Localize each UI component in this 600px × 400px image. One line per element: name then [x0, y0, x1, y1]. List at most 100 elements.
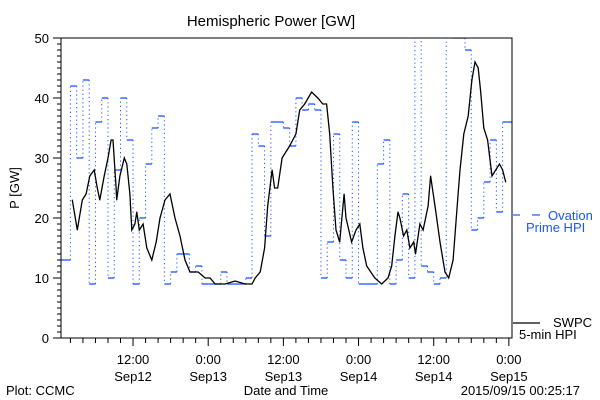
swpc-point [444, 271, 446, 273]
swpc-point [483, 127, 485, 129]
swpc-point [304, 103, 306, 105]
swpc-point [96, 187, 98, 189]
swpc-point [85, 193, 87, 195]
swpc-point [99, 199, 101, 201]
swpc-point [391, 265, 393, 267]
swpc-point [457, 193, 459, 195]
swpc-point [189, 271, 191, 273]
swpc-point [142, 223, 144, 225]
swpc-point [71, 199, 73, 201]
swpc-point [339, 241, 341, 243]
swpc-point [448, 277, 450, 279]
swpc-point [254, 277, 256, 279]
swpc-point [299, 109, 301, 111]
x-tick-date-label: Sep12 [114, 369, 152, 384]
swpc-point [131, 229, 133, 231]
swpc-point [89, 175, 91, 177]
swpc-point [394, 235, 396, 237]
plot-timestamp: 2015/09/15 00:25:17 [461, 383, 580, 398]
swpc-point [474, 61, 476, 63]
swpc-point [399, 217, 401, 219]
swpc-point [351, 241, 353, 243]
swpc-point [129, 193, 131, 195]
x-tick-time-label: 0:00 [346, 352, 371, 367]
x-tick-time-label: 12:00 [117, 352, 150, 367]
x-tick-time-label: 0:00 [496, 352, 521, 367]
y-tick-label: 50 [35, 31, 49, 46]
y-tick-label: 0 [42, 331, 49, 346]
swpc-point [169, 193, 171, 195]
swpc-point [374, 277, 376, 279]
swpc-point [204, 277, 206, 279]
swpc-point [119, 175, 121, 177]
y-tick-label: 40 [35, 91, 49, 106]
swpc-point [471, 79, 473, 81]
swpc-point [413, 241, 415, 243]
swpc-point [427, 205, 429, 207]
swpc-point [274, 187, 276, 189]
swpc-point [214, 283, 216, 285]
plot-marks [61, 38, 512, 285]
swpc-point [155, 241, 157, 243]
x-tick-time-label: 12:00 [417, 352, 450, 367]
swpc-point [107, 157, 109, 159]
swpc-point [366, 265, 368, 267]
y-axis-label: P [GW] [7, 167, 22, 209]
swpc-point [224, 283, 226, 285]
swpc-point [463, 133, 465, 135]
x-tick-date-label: Sep15 [490, 369, 528, 384]
swpc-point [234, 280, 236, 282]
swpc-point [355, 229, 357, 231]
swpc-point [409, 247, 411, 249]
swpc-point [430, 175, 432, 177]
swpc-point [259, 271, 261, 273]
swpc-point [126, 163, 128, 165]
swpc-point [495, 169, 497, 171]
swpc-line [71, 60, 507, 285]
swpc-point [311, 91, 313, 93]
swpc-point [381, 283, 383, 285]
swpc-point [110, 139, 112, 141]
y-tick-label: 10 [35, 271, 49, 286]
swpc-point [329, 133, 331, 135]
swpc-point [335, 229, 337, 231]
swpc-point [434, 205, 436, 207]
swpc-point [264, 247, 266, 249]
x-tick-date-label: Sep14 [340, 369, 378, 384]
swpc-point [439, 241, 441, 243]
swpc-point [502, 169, 504, 171]
swpc-point [498, 163, 500, 165]
swpc-point [343, 193, 345, 195]
x-tick-date-label: Sep14 [415, 369, 453, 384]
swpc-point [136, 211, 138, 213]
swpc-point [267, 205, 269, 207]
swpc-point [123, 157, 125, 159]
plot-frame [60, 37, 513, 339]
swpc-point [134, 223, 136, 225]
swpc-point [317, 97, 319, 99]
swpc-point [415, 253, 417, 255]
swpc-point [146, 247, 148, 249]
swpc-point [112, 139, 114, 141]
swpc-point [271, 169, 273, 171]
swpc-point [362, 247, 364, 249]
swpc-point [403, 235, 405, 237]
legend-swpc: SWPC 5-min HPI [513, 315, 592, 342]
x-tick-date-label: Sep13 [189, 369, 227, 384]
swpc-point [491, 175, 493, 177]
y-tick-label: 30 [35, 151, 49, 166]
swpc-point [174, 217, 176, 219]
swpc-point [422, 229, 424, 231]
swpc-point [179, 235, 181, 237]
legend-ovation-label-1: Ovation [548, 208, 593, 223]
legend-ovation: Ovation Prime HPI [513, 208, 593, 235]
x-tick-time-label: 0:00 [196, 352, 221, 367]
swpc-point [505, 181, 507, 183]
swpc-point [326, 103, 328, 105]
swpc-point [467, 115, 469, 117]
swpc-point [103, 175, 105, 177]
swpc-point [406, 229, 408, 231]
swpc-point [116, 199, 118, 201]
swpc-point [480, 91, 482, 93]
